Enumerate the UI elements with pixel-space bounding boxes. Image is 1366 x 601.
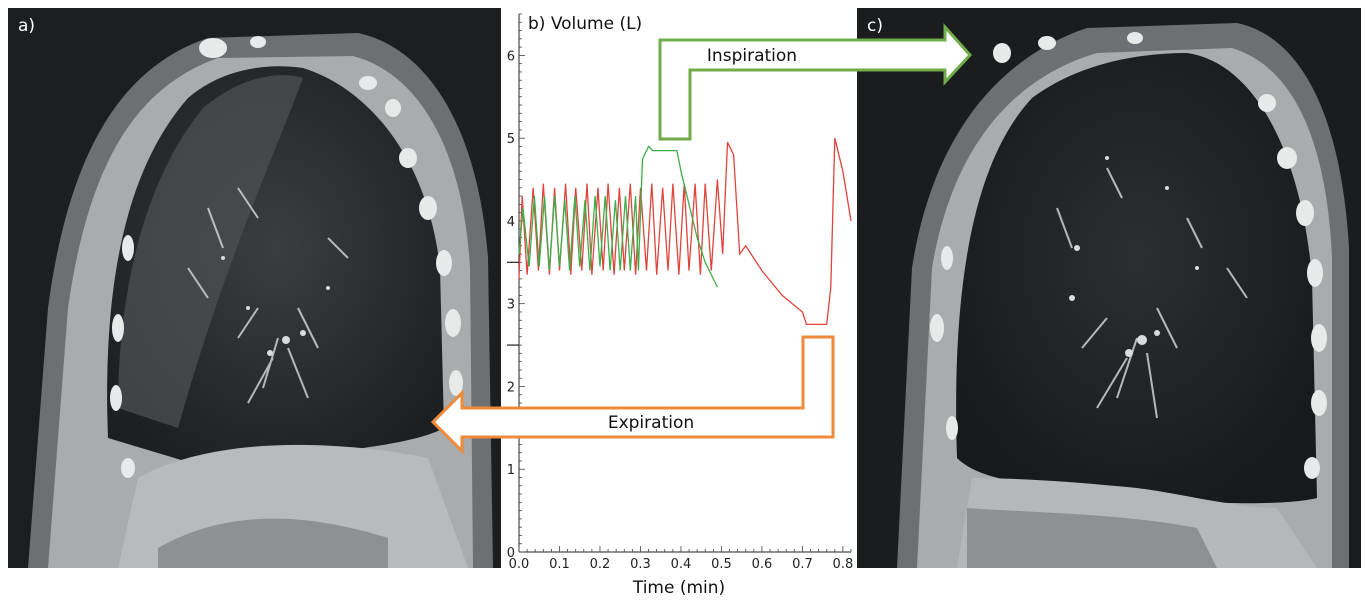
volume-chart-svg: 0 1 2 3 4 5 6 0.0 0.1 0.2 0.3 0.4 0.5 0.6 0.7 0.8 (507, 13, 854, 568)
y-tick-label: 5 (507, 132, 515, 147)
x-tick-label: 0.3 (630, 557, 651, 568)
inspiration-label: Inspiration (707, 46, 797, 66)
y-tick-label: 3 (507, 298, 515, 313)
chart-axes: 0 1 2 3 4 5 6 0.0 0.1 0.2 0.3 0.4 0.5 0.6 0.7 0.8 (507, 13, 854, 568)
inspiration-arrow (658, 23, 973, 141)
chart-series (518, 138, 852, 326)
x-tick-label: 0.6 (752, 557, 773, 568)
expiration-arrow (430, 335, 835, 455)
ct-image-expiration-graphic (8, 8, 501, 568)
series-line-2 (518, 145, 718, 288)
y-tick-label: 4 (507, 215, 515, 230)
ct-image-expiration: a) (8, 8, 501, 568)
panel-c-label: c) (867, 16, 883, 36)
panel-a-label: a) (18, 16, 36, 36)
ct-image-inspiration: c) (857, 8, 1361, 568)
x-tick-label: 0.0 (509, 557, 530, 568)
y-tick-label: 1 (507, 463, 515, 478)
y-tick-label: 2 (507, 380, 515, 395)
x-tick-label: 0.8 (833, 557, 854, 568)
x-tick-label: 0.4 (671, 557, 692, 568)
chart-title: b) Volume (L) (528, 14, 643, 34)
x-tick-label: 0.2 (590, 557, 611, 568)
y-tick-label: 6 (507, 49, 515, 64)
x-tick-label: 0.1 (549, 557, 570, 568)
expiration-label: Expiration (608, 413, 694, 433)
x-axis-label: Time (min) (632, 578, 726, 598)
x-tick-label: 0.5 (711, 557, 732, 568)
ct-image-inspiration-graphic (857, 8, 1361, 568)
x-tick-label: 0.7 (792, 557, 813, 568)
y-tick-label: 0 (507, 546, 515, 561)
